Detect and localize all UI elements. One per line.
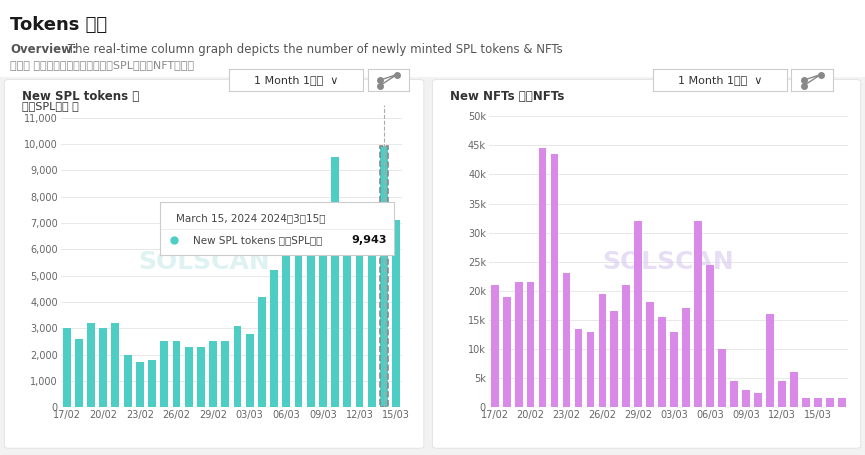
Bar <box>826 399 834 407</box>
Bar <box>778 381 785 407</box>
Bar <box>160 341 168 407</box>
Text: SOLSCAN: SOLSCAN <box>138 250 270 274</box>
Text: New NFTs 新的NFTs: New NFTs 新的NFTs <box>450 90 564 103</box>
Bar <box>307 223 315 407</box>
Bar <box>368 223 375 407</box>
Bar <box>623 285 631 407</box>
Bar <box>380 146 388 407</box>
Bar <box>551 154 559 407</box>
Bar <box>599 294 606 407</box>
Bar <box>634 221 642 407</box>
Bar <box>766 314 774 407</box>
Bar <box>730 381 738 407</box>
Bar <box>695 221 702 407</box>
Bar <box>574 329 582 407</box>
Bar <box>124 354 131 407</box>
Text: 1 Month 1个月  ∨: 1 Month 1个月 ∨ <box>678 75 762 85</box>
Bar <box>319 223 327 407</box>
Bar <box>343 223 351 407</box>
Bar <box>221 341 229 407</box>
Bar <box>670 332 678 407</box>
Bar <box>646 303 654 407</box>
Bar <box>682 308 690 407</box>
Bar <box>790 372 798 407</box>
Text: SOLSCAN: SOLSCAN <box>602 250 734 274</box>
Text: New SPL tokens 新的SPL代币: New SPL tokens 新的SPL代币 <box>193 235 322 245</box>
Bar <box>742 390 750 407</box>
Bar <box>838 399 846 407</box>
Bar <box>562 273 570 407</box>
Bar <box>814 399 822 407</box>
Text: 概述： 实时柱状图显示了新铸造的SPL代币和NFT的数量: 概述： 实时柱状图显示了新铸造的SPL代币和NFT的数量 <box>10 60 195 70</box>
Text: The real-time column graph depicts the number of newly minted SPL tokens & NFTs: The real-time column graph depicts the n… <box>64 43 563 56</box>
Bar <box>87 323 95 407</box>
Bar <box>258 297 266 407</box>
Bar <box>112 323 119 407</box>
Bar <box>136 363 144 407</box>
Bar <box>282 255 291 407</box>
Text: 9,943: 9,943 <box>351 235 387 245</box>
Bar <box>718 349 726 407</box>
Bar <box>75 339 83 407</box>
Bar <box>356 223 363 407</box>
Bar <box>331 157 339 407</box>
Bar <box>246 334 253 407</box>
Text: Overview:: Overview: <box>10 43 77 56</box>
Bar <box>706 265 714 407</box>
Bar <box>658 317 666 407</box>
Bar <box>503 297 510 407</box>
Bar <box>392 220 400 407</box>
Bar <box>148 360 156 407</box>
Bar <box>185 347 193 407</box>
Bar <box>754 393 762 407</box>
Bar <box>234 326 241 407</box>
Text: Tokens 令牌: Tokens 令牌 <box>10 16 107 34</box>
Bar <box>99 329 107 407</box>
Text: 1 Month 1个月  ∨: 1 Month 1个月 ∨ <box>254 75 338 85</box>
Bar <box>802 399 810 407</box>
Bar <box>172 341 181 407</box>
Text: March 15, 2024 2024年3月15日: March 15, 2024 2024年3月15日 <box>176 213 326 223</box>
Bar <box>209 341 217 407</box>
Bar <box>515 282 522 407</box>
Bar <box>539 148 547 407</box>
Bar <box>197 347 205 407</box>
Text: New SPL tokens ⓘ: New SPL tokens ⓘ <box>22 90 139 103</box>
Bar <box>586 332 594 407</box>
Text: 新的SPL代币 ⓘ: 新的SPL代币 ⓘ <box>22 101 79 111</box>
Bar <box>611 311 618 407</box>
Bar <box>295 231 303 407</box>
Bar <box>62 329 71 407</box>
Bar <box>527 282 535 407</box>
Bar <box>490 285 498 407</box>
Bar <box>270 270 278 407</box>
